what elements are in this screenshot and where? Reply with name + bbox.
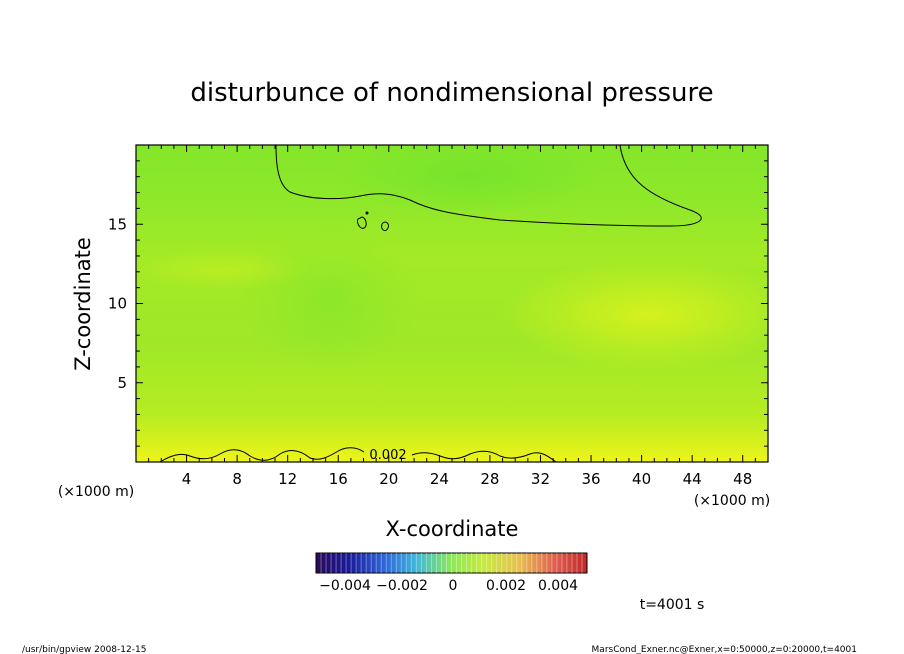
colorbar-tick-labels: −0.004 −0.002 0 0.002 0.004 [319, 578, 578, 594]
x-axis-ticks: 4 8 12 16 20 24 28 32 36 40 44 48 [148, 145, 756, 488]
field-warm-region [500, 260, 768, 370]
x-tick-label: 20 [379, 470, 398, 488]
x-axis-label: X-coordinate [386, 517, 519, 541]
colorbar: −0.004 −0.002 0 0.002 0.004 [315, 552, 588, 594]
contour-dot [365, 211, 369, 215]
contour-upper [275, 145, 702, 227]
x-unit-left: (×1000 m) [58, 484, 134, 500]
x-tick-label: 32 [531, 470, 550, 488]
x-tick-label: 40 [632, 470, 651, 488]
footer-right: MarsCond_Exner.nc@Exner,x=0:50000,z=0:20… [592, 645, 857, 654]
y-tick-label: 10 [108, 295, 127, 313]
chart-title: disturbunce of nondimensional pressure [190, 78, 713, 108]
x-unit-right: (×1000 m) [694, 493, 770, 509]
contour-lower [159, 447, 557, 462]
contour-small-loop-2 [381, 221, 389, 232]
colorbar-gradient [315, 552, 588, 574]
y-axis-label: Z-coordinate [71, 237, 95, 371]
colorbar-tick-label: −0.004 [319, 578, 371, 594]
x-tick-label: 44 [683, 470, 702, 488]
contour-label: 0.002 [369, 448, 406, 463]
x-tick-label: 4 [182, 470, 192, 488]
y-axis-ticks: 5 10 15 [108, 160, 768, 447]
y-tick-label: 5 [117, 374, 127, 392]
colorbar-tick-label: 0 [449, 578, 458, 594]
contour-small-loop-1 [357, 216, 367, 229]
x-tick-label: 36 [581, 470, 600, 488]
x-tick-label: 12 [278, 470, 297, 488]
x-tick-label: 24 [430, 470, 449, 488]
pressure-field [136, 145, 768, 462]
x-tick-label: 8 [232, 470, 242, 488]
y-tick-label: 15 [108, 215, 127, 233]
x-tick-label: 48 [733, 470, 752, 488]
x-tick-label: 16 [329, 470, 348, 488]
colorbar-tick-label: 0.002 [486, 578, 526, 594]
footer-left: /usr/bin/gpview 2008-12-15 [22, 645, 146, 654]
colorbar-stripes [320, 553, 583, 573]
field-cool-region-2 [240, 230, 420, 370]
field-cool-region [340, 145, 600, 215]
time-label: t=4001 s [640, 597, 705, 613]
x-tick-label: 28 [480, 470, 499, 488]
colorbar-tick-label: −0.002 [376, 578, 428, 594]
field-warm-band [136, 250, 310, 290]
colorbar-tick-label: 0.004 [538, 578, 578, 594]
